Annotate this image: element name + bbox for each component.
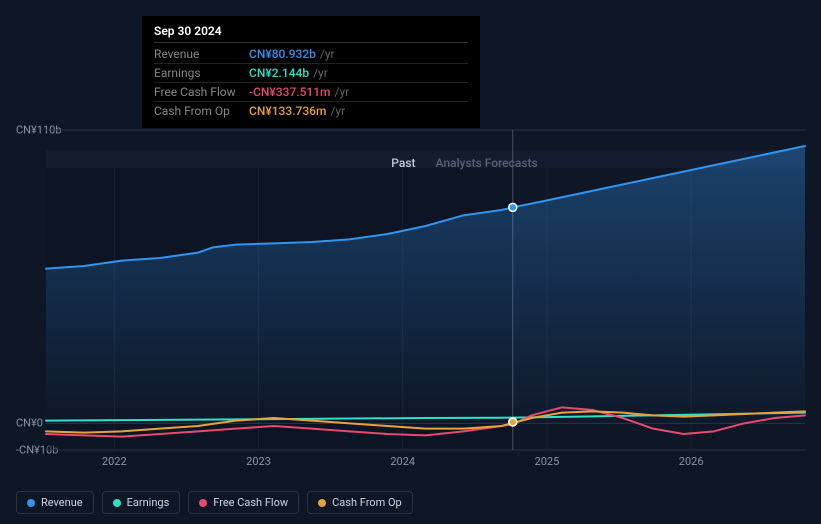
- tooltip-metric-label: Free Cash Flow: [154, 85, 249, 99]
- tooltip-metric-value: -CN¥337.511m: [249, 85, 331, 99]
- tooltip-metric-value: CN¥2.144b: [249, 66, 309, 80]
- legend-dot-icon: [27, 499, 35, 507]
- tooltip-metric-label: Earnings: [154, 66, 249, 80]
- legend-dot-icon: [199, 499, 207, 507]
- x-axis-label: 2025: [535, 455, 560, 468]
- tooltip-metric-value: CN¥133.736m: [249, 104, 326, 118]
- tooltip-row: Free Cash Flow-CN¥337.511m/yr: [154, 83, 468, 102]
- tooltip-date: Sep 30 2024: [154, 24, 468, 43]
- tooltip-row: EarningsCN¥2.144b/yr: [154, 64, 468, 83]
- tooltip-row: Cash From OpCN¥133.736m/yr: [154, 102, 468, 120]
- tooltip-metric-label: Revenue: [154, 47, 249, 61]
- legend-dot-icon: [113, 499, 121, 507]
- x-axis-label: 2022: [102, 455, 127, 468]
- region-label-forecast: Analysts Forecasts: [426, 156, 538, 170]
- legend-label: Revenue: [41, 496, 83, 509]
- region-label-past: Past: [391, 156, 425, 170]
- legend-dot-icon: [318, 499, 326, 507]
- legend-label: Free Cash Flow: [213, 496, 288, 509]
- legend-item-cash-from-op[interactable]: Cash From Op: [307, 491, 413, 514]
- tooltip-metric-unit: /yr: [320, 47, 335, 61]
- tooltip-metric-value: CN¥80.932b: [249, 47, 316, 61]
- financials-chart: CN¥110bCN¥0-CN¥10b Past Analysts Forecas…: [16, 120, 805, 500]
- legend-item-free-cash-flow[interactable]: Free Cash Flow: [188, 491, 299, 514]
- x-axis-label: 2024: [390, 455, 415, 468]
- tooltip-metric-unit: /yr: [330, 104, 345, 118]
- x-axis-label: 2026: [679, 455, 704, 468]
- y-axis-label: CN¥0: [16, 417, 43, 430]
- x-axis-label: 2023: [246, 455, 271, 468]
- tooltip-row: RevenueCN¥80.932b/yr: [154, 45, 468, 64]
- chart-tooltip: Sep 30 2024 RevenueCN¥80.932b/yrEarnings…: [142, 16, 480, 128]
- plot-area[interactable]: Past Analysts Forecasts: [46, 130, 805, 450]
- legend-label: Cash From Op: [332, 496, 402, 509]
- legend-item-earnings[interactable]: Earnings: [102, 491, 181, 514]
- tooltip-metric-unit: /yr: [313, 66, 328, 80]
- legend-item-revenue[interactable]: Revenue: [16, 491, 94, 514]
- chart-legend: Revenue Earnings Free Cash Flow Cash From O…: [16, 491, 413, 514]
- tooltip-metric-unit: /yr: [335, 85, 350, 99]
- tooltip-metric-label: Cash From Op: [154, 104, 249, 118]
- legend-label: Earnings: [127, 496, 170, 509]
